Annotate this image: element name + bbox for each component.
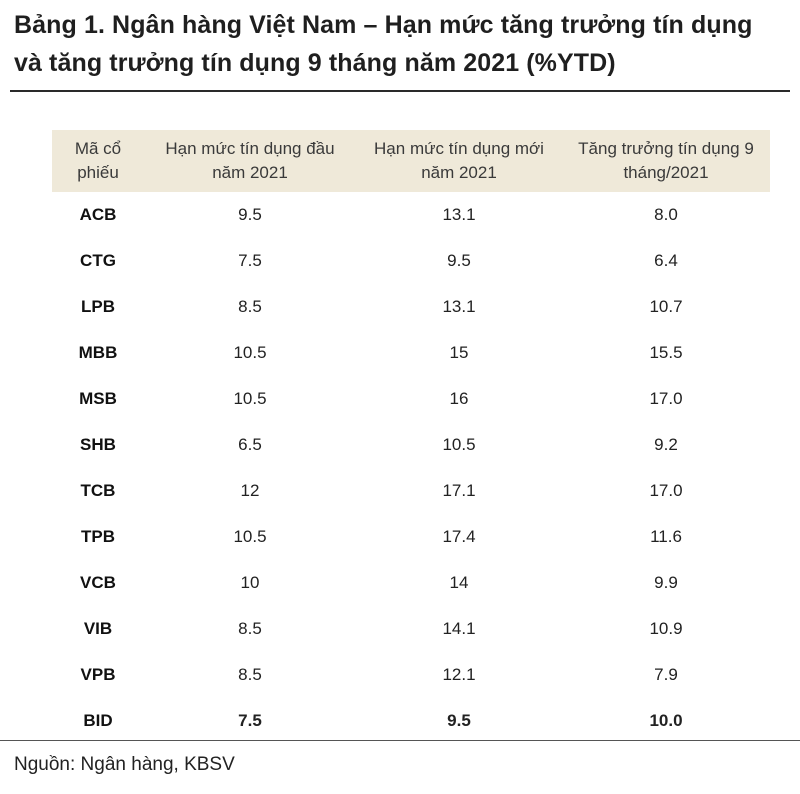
table-row: VPB 8.5 12.1 7.9 — [52, 652, 770, 698]
cell-initial-limit: 8.5 — [238, 619, 262, 638]
cell-stock-code: VPB — [80, 665, 116, 684]
table-row: MSB 10.5 16 17.0 — [52, 376, 770, 422]
cell-stock-code: BID — [83, 711, 113, 730]
cell-growth: 11.6 — [650, 527, 682, 546]
cell-initial-limit: 9.5 — [238, 205, 262, 224]
cell-growth: 10.0 — [649, 711, 683, 730]
table-row: CTG 7.5 9.5 6.4 — [52, 238, 770, 284]
cell-stock-code: VCB — [80, 573, 116, 592]
cell-growth: 10.7 — [649, 297, 683, 316]
table-row: TPB 10.5 17.4 11.6 — [52, 514, 770, 560]
cell-initial-limit: 10.5 — [233, 389, 267, 408]
cell-new-limit: 14.1 — [442, 619, 476, 638]
table-row: ACB 9.5 13.1 8.0 — [52, 192, 770, 238]
cell-initial-limit: 7.5 — [238, 251, 262, 270]
cell-new-limit: 17.4 — [442, 527, 476, 546]
cell-growth: 17.0 — [649, 389, 683, 408]
cell-new-limit: 17.1 — [442, 481, 476, 500]
table-row: VCB 10 14 9.9 — [52, 560, 770, 606]
cell-stock-code: TPB — [81, 527, 115, 546]
bottom-divider — [0, 740, 800, 741]
header-stock-code: Mã cổ phiếu — [52, 130, 144, 192]
cell-new-limit: 16 — [449, 389, 469, 408]
table-title: Bảng 1. Ngân hàng Việt Nam – Hạn mức tăn… — [14, 11, 753, 77]
cell-new-limit: 12.1 — [442, 665, 476, 684]
cell-initial-limit: 12 — [240, 481, 260, 500]
cell-stock-code: TCB — [80, 481, 116, 500]
credit-growth-table: Mã cổ phiếu Hạn mức tín dụng đầu năm 202… — [52, 130, 770, 744]
cell-new-limit: 14 — [449, 573, 469, 592]
cell-growth: 9.9 — [654, 573, 678, 592]
cell-new-limit: 9.5 — [447, 251, 471, 270]
header-growth-9m: Tăng trưởng tín dụng 9 tháng/2021 — [562, 130, 770, 192]
credit-table-container: Mã cổ phiếu Hạn mức tín dụng đầu năm 202… — [52, 130, 770, 744]
cell-new-limit: 9.5 — [447, 711, 471, 730]
table-body: ACB 9.5 13.1 8.0 CTG 7.5 9.5 6.4 LPB 8.5 13.1 10.7 M… — [52, 192, 770, 744]
cell-initial-limit: 10.5 — [233, 343, 267, 362]
header-initial-limit: Hạn mức tín dụng đầu năm 2021 — [144, 130, 356, 192]
table-row: TCB 12 17.1 17.0 — [52, 468, 770, 514]
cell-new-limit: 15 — [449, 343, 469, 362]
table-header: Mã cổ phiếu Hạn mức tín dụng đầu năm 202… — [52, 130, 770, 192]
cell-new-limit: 13.1 — [442, 205, 476, 224]
cell-stock-code: MBB — [78, 343, 118, 362]
cell-new-limit: 10.5 — [442, 435, 476, 454]
cell-initial-limit: 8.5 — [238, 665, 262, 684]
cell-new-limit: 13.1 — [442, 297, 476, 316]
header-new-limit: Hạn mức tín dụng mới năm 2021 — [356, 130, 562, 192]
cell-stock-code: LPB — [81, 297, 115, 316]
cell-initial-limit: 7.5 — [238, 711, 262, 730]
cell-growth: 17.0 — [649, 481, 683, 500]
table-row: LPB 8.5 13.1 10.7 — [52, 284, 770, 330]
cell-growth: 7.9 — [654, 665, 678, 684]
table-row: SHB 6.5 10.5 9.2 — [52, 422, 770, 468]
cell-growth: 8.0 — [654, 205, 678, 224]
cell-initial-limit: 10 — [240, 573, 260, 592]
cell-growth: 10.9 — [649, 619, 683, 638]
cell-initial-limit: 6.5 — [238, 435, 262, 454]
table-row: MBB 10.5 15 15.5 — [52, 330, 770, 376]
cell-stock-code: ACB — [79, 205, 117, 224]
cell-growth: 6.4 — [654, 251, 678, 270]
cell-initial-limit: 10.5 — [233, 527, 267, 546]
title-divider — [10, 90, 790, 92]
cell-initial-limit: 8.5 — [238, 297, 262, 316]
cell-growth: 9.2 — [654, 435, 678, 454]
cell-stock-code: MSB — [79, 389, 117, 408]
cell-stock-code: VIB — [83, 619, 113, 638]
cell-stock-code: CTG — [80, 251, 116, 270]
cell-growth: 15.5 — [649, 343, 683, 362]
header-row: Mã cổ phiếu Hạn mức tín dụng đầu năm 202… — [52, 130, 770, 192]
table-row: VIB 8.5 14.1 10.9 — [52, 606, 770, 652]
source-note: Nguồn: Ngân hàng, KBSV — [14, 754, 235, 775]
cell-stock-code: SHB — [80, 435, 116, 454]
table-row: BID 7.5 9.5 10.0 — [52, 698, 770, 744]
